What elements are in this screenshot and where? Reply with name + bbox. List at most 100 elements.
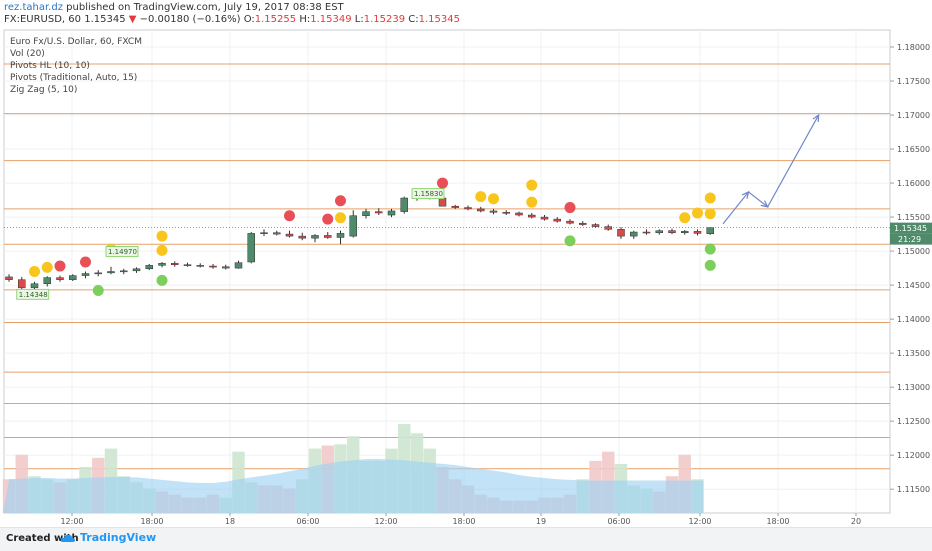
candle-body (324, 235, 332, 238)
y-tick-label: 1.16500 (897, 145, 930, 154)
y-tick-label: 1.14000 (897, 315, 930, 324)
y-tick-label: 1.17000 (897, 111, 930, 120)
pivot-dot (156, 244, 168, 256)
price-change: −0.00180 (−0.16%) (139, 14, 241, 25)
pivot-dot (437, 177, 448, 189)
pivot-dot (335, 195, 346, 207)
indicator-pivots-traditional[interactable]: Pivots (Traditional, Auto, 15) (10, 73, 138, 83)
y-tick-label: 1.17500 (897, 77, 930, 86)
pivot-dot (80, 256, 91, 268)
y-tick-label: 1.15500 (897, 213, 930, 222)
zigzag-label-box (411, 188, 445, 200)
pivot-dot (92, 285, 104, 297)
candle-body (362, 211, 370, 216)
last-price: 1.15345 (84, 14, 126, 25)
candle-body (260, 232, 268, 234)
zigzag-label: 1.14348 (19, 291, 48, 299)
publish-line: rez.tahar.dz published on TradingView.co… (4, 2, 344, 13)
pivot-dot (41, 261, 53, 273)
candle-body (18, 279, 26, 289)
candle-body (234, 262, 243, 269)
high-label: H: (299, 14, 311, 25)
down-arrow-icon: ▼ (128, 14, 137, 25)
countdown-tag (890, 233, 932, 245)
tradingview-brand[interactable]: TradingView (80, 531, 157, 544)
candle-body (273, 232, 281, 235)
candle-body (81, 273, 90, 276)
candle-body (668, 230, 676, 233)
candle-body (145, 265, 153, 270)
last-price-tag (890, 222, 932, 234)
x-tick-label: 20 (851, 517, 861, 526)
pivot-dot (526, 179, 538, 191)
candle-body (400, 197, 408, 212)
footer-bar: Created with TradingView (0, 527, 932, 551)
low-value: 1.15239 (363, 14, 406, 25)
x-tick-label: 12:00 (688, 517, 711, 526)
candle-body (30, 283, 39, 289)
x-tick-label: 12:00 (374, 517, 397, 526)
x-tick-label: 19 (536, 517, 546, 526)
pivot-dot (704, 208, 716, 220)
x-tick-label: 18:00 (766, 517, 789, 526)
pivot-dot (704, 243, 716, 255)
candle-body (617, 229, 625, 237)
low-label: L: (354, 14, 364, 25)
pivot-dot (488, 193, 499, 205)
candle-body (94, 272, 102, 275)
close-value: 1.15345 (418, 14, 460, 25)
candle-body (706, 227, 714, 234)
candle-body (642, 231, 651, 234)
price-chart[interactable]: 1.18000 1.17500 1.17000 1.16500 1.16000 1.155… (0, 0, 932, 527)
candle-body (336, 233, 345, 238)
published-text: published on TradingView.com, July 19, 2… (66, 2, 344, 13)
projection-path (722, 114, 820, 225)
candle-body (349, 215, 357, 237)
y-tick-label: 1.13000 (897, 383, 930, 392)
candle-body (438, 197, 447, 207)
zigzag-label: 1.14970 (108, 248, 137, 256)
y-tick-label: 1.14500 (897, 281, 930, 290)
pivot-dot (156, 274, 168, 286)
projection-arrow-head (741, 190, 750, 199)
pivot-dot (704, 192, 716, 204)
volume-ma-area (3, 459, 704, 513)
indicator-symbol[interactable]: Euro Fx/U.S. Dollar, 60, FXCM (10, 37, 142, 47)
close-label: C: (408, 14, 419, 25)
indicator-zigzag[interactable]: Zig Zag (5, 10) (10, 85, 78, 95)
indicator-volume[interactable]: Vol (20) (10, 49, 45, 59)
zigzag-label-box (105, 246, 139, 257)
pivot-dot (679, 212, 691, 224)
candle-body (477, 208, 485, 212)
last-price-label: 1.15345 (894, 224, 927, 233)
countdown-label: 21:29 (898, 235, 921, 244)
candle-body (375, 211, 383, 214)
pivot-dot (54, 260, 66, 272)
y-tick-label: 1.15000 (897, 247, 930, 256)
candle-body (681, 231, 689, 233)
candle-body (247, 233, 255, 263)
pivot-dot (284, 210, 295, 222)
x-tick-label: 18:00 (140, 517, 163, 526)
x-tick-label: 18 (225, 517, 235, 526)
pivot-dot (692, 207, 703, 219)
open-value: 1.15255 (254, 14, 297, 25)
indicator-pivots-hl[interactable]: Pivots HL (10, 10) (10, 61, 90, 71)
pivot-dot (564, 202, 576, 214)
candle-body (502, 212, 510, 214)
candle-body (387, 210, 396, 216)
zigzag-label-box (16, 288, 50, 300)
pivot-dot (156, 230, 168, 242)
candle-body (5, 276, 13, 280)
candle-body (43, 277, 51, 284)
pivot-dot (322, 213, 334, 225)
candle-body (222, 266, 230, 269)
author-link[interactable]: rez.tahar.dz (4, 2, 63, 13)
candle-body (528, 214, 536, 218)
candle-body (553, 218, 561, 222)
pivot-dot (475, 191, 487, 203)
candle-body (285, 233, 294, 237)
y-tick-label: 1.16000 (897, 179, 930, 188)
symbol-label: FX:EURUSD, 60 (4, 14, 82, 25)
candle-body (451, 205, 459, 208)
